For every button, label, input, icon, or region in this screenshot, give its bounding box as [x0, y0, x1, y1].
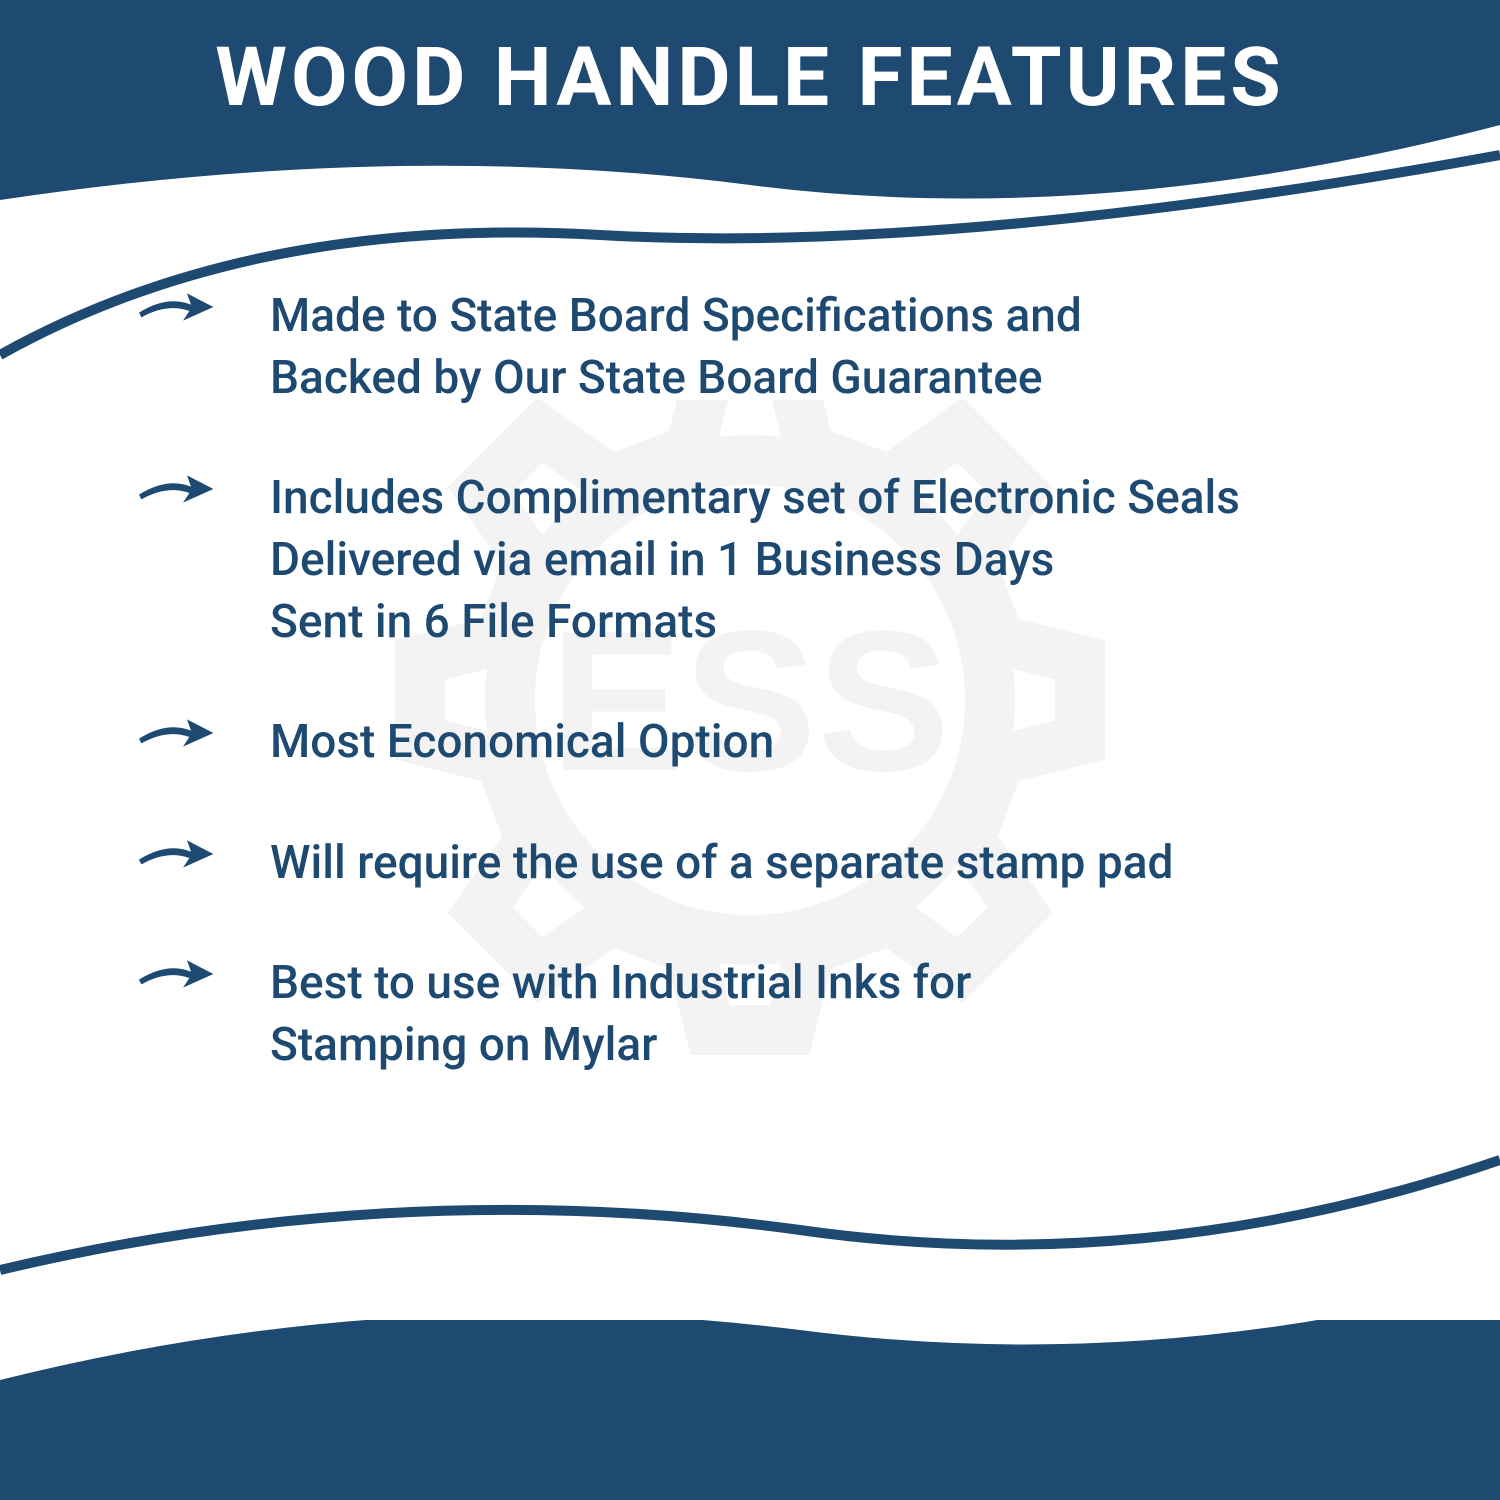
feature-text: Best to use with Industrial Inks forStam… — [270, 952, 971, 1076]
arrow-icon — [135, 834, 215, 878]
feature-item: Most Economical Option — [135, 711, 1420, 773]
feature-item: Will require the use of a separate stamp… — [135, 832, 1420, 894]
feature-item: Made to State Board Specifications andBa… — [135, 285, 1420, 409]
feature-text: Made to State Board Specifications andBa… — [270, 285, 1082, 409]
feature-text: Most Economical Option — [270, 711, 774, 773]
features-list: Made to State Board Specifications andBa… — [135, 285, 1420, 1134]
feature-item: Best to use with Industrial Inks forStam… — [135, 952, 1420, 1076]
arrow-icon — [135, 469, 215, 513]
feature-item: Includes Complimentary set of Electronic… — [135, 467, 1420, 653]
feature-text: Includes Complimentary set of Electronic… — [270, 467, 1240, 653]
feature-text: Will require the use of a separate stamp… — [270, 832, 1173, 894]
arrow-icon — [135, 287, 215, 331]
arrow-icon — [135, 954, 215, 998]
footer-band — [0, 1320, 1500, 1500]
page-title: WOOD HANDLE FEATURES — [0, 30, 1500, 126]
arrow-icon — [135, 713, 215, 757]
